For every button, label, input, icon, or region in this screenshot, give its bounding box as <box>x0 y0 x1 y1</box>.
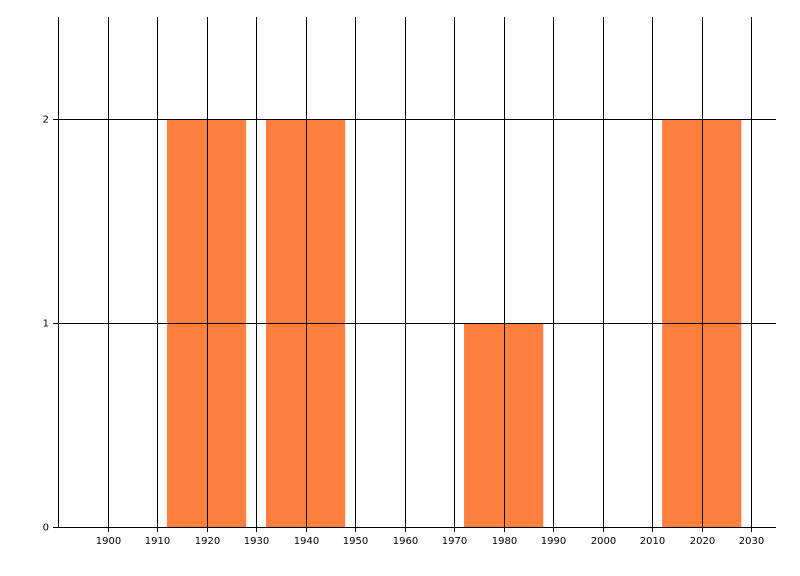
x-tick-label: 2010 <box>640 536 665 547</box>
x-tick-label: 1900 <box>96 536 121 547</box>
x-tick-label: 1980 <box>492 536 517 547</box>
y-tick-label: 2 <box>43 115 49 126</box>
x-tick-label: 1930 <box>244 536 269 547</box>
x-tick-label: 1910 <box>145 536 170 547</box>
x-tick-label: 2030 <box>739 536 764 547</box>
y-tick-label: 1 <box>43 319 49 330</box>
x-tick-label: 1950 <box>343 536 368 547</box>
x-tick-label: 2000 <box>591 536 616 547</box>
x-tick-label: 1960 <box>393 536 418 547</box>
bar <box>464 323 544 527</box>
x-tick-label: 1990 <box>541 536 566 547</box>
y-tick-label: 0 <box>43 523 49 534</box>
x-tick-label: 2020 <box>690 536 715 547</box>
x-tick-label: 1940 <box>294 536 319 547</box>
x-tick-label: 1970 <box>442 536 467 547</box>
x-tick-label: 1920 <box>195 536 220 547</box>
